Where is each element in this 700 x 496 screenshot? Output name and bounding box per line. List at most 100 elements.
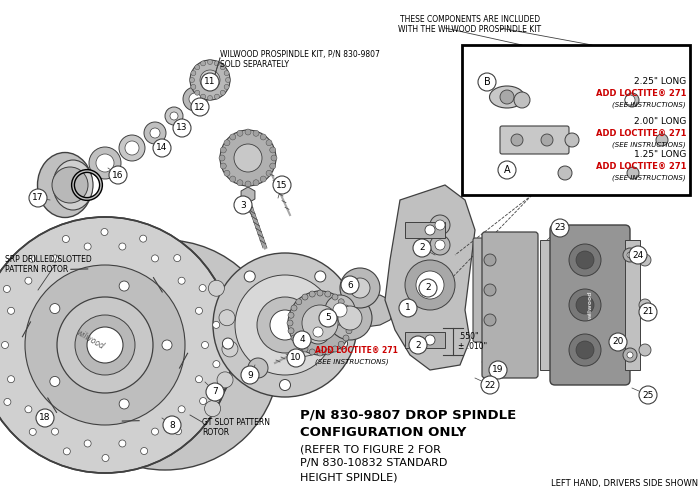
Circle shape (558, 166, 572, 180)
Circle shape (291, 305, 297, 311)
Circle shape (500, 90, 514, 104)
Circle shape (199, 285, 206, 292)
Circle shape (248, 358, 268, 378)
Circle shape (4, 285, 10, 293)
Text: (SEE INSTRUCTIONS): (SEE INSTRUCTIONS) (315, 359, 388, 365)
Text: A: A (504, 165, 510, 175)
Circle shape (4, 398, 11, 405)
Text: 21: 21 (643, 308, 654, 316)
Circle shape (291, 335, 297, 341)
Circle shape (319, 309, 337, 327)
Text: 12: 12 (195, 103, 206, 112)
Bar (540, 240, 555, 370)
Circle shape (50, 376, 60, 386)
Text: 2: 2 (419, 244, 425, 252)
Circle shape (151, 255, 158, 262)
Circle shape (52, 255, 59, 262)
Text: 15: 15 (276, 181, 288, 189)
Circle shape (551, 219, 569, 237)
Circle shape (511, 134, 523, 146)
Circle shape (8, 308, 15, 314)
Circle shape (270, 147, 276, 153)
Circle shape (151, 428, 158, 435)
Circle shape (489, 361, 507, 379)
Text: 2: 2 (425, 284, 430, 293)
Text: 22: 22 (484, 380, 496, 389)
Circle shape (178, 277, 185, 284)
Circle shape (119, 281, 130, 291)
Circle shape (150, 128, 160, 138)
Ellipse shape (489, 86, 524, 108)
Circle shape (296, 299, 302, 305)
Circle shape (625, 95, 635, 105)
Circle shape (253, 180, 259, 186)
Circle shape (224, 70, 229, 75)
Bar (405, 332, 445, 348)
Circle shape (627, 352, 633, 358)
Circle shape (325, 291, 331, 297)
Text: 2: 2 (415, 340, 421, 350)
Text: ADD LOCTITE® 271: ADD LOCTITE® 271 (315, 346, 398, 355)
Text: 24: 24 (632, 250, 643, 259)
Text: 3: 3 (240, 200, 246, 209)
Circle shape (623, 348, 637, 362)
Text: P/N 830-9807 DROP SPINDLE: P/N 830-9807 DROP SPINDLE (300, 408, 517, 421)
Text: 25: 25 (643, 390, 654, 399)
FancyBboxPatch shape (550, 225, 630, 385)
Circle shape (195, 308, 202, 314)
Circle shape (222, 341, 238, 357)
Circle shape (219, 155, 225, 161)
Circle shape (293, 331, 311, 349)
Text: 16: 16 (112, 171, 124, 180)
Circle shape (270, 163, 276, 169)
Circle shape (317, 350, 323, 356)
Circle shape (627, 167, 639, 179)
Circle shape (52, 167, 88, 203)
Circle shape (183, 87, 207, 111)
Circle shape (213, 361, 220, 368)
Circle shape (332, 346, 338, 352)
Circle shape (309, 349, 315, 355)
Circle shape (484, 314, 496, 326)
Circle shape (201, 61, 206, 66)
Text: 10: 10 (290, 354, 302, 363)
Circle shape (214, 94, 219, 99)
Circle shape (287, 320, 293, 326)
Circle shape (119, 135, 145, 161)
Text: wilwood: wilwood (74, 328, 106, 352)
Circle shape (89, 147, 121, 179)
Circle shape (405, 260, 455, 310)
Text: WILWOOD PROSPINDLE KIT, P/N 830-9807
SOLD SEPARATELY: WILWOOD PROSPINDLE KIT, P/N 830-9807 SOL… (220, 50, 380, 69)
Circle shape (478, 73, 496, 91)
Circle shape (234, 196, 252, 214)
Circle shape (260, 134, 266, 140)
Ellipse shape (38, 152, 92, 218)
Text: 23: 23 (554, 224, 566, 233)
Circle shape (29, 189, 47, 207)
Circle shape (25, 277, 32, 284)
Circle shape (328, 296, 372, 340)
Circle shape (190, 60, 230, 100)
Text: SRP DRILLED/SLOTTED
PATTERN ROTOR: SRP DRILLED/SLOTTED PATTERN ROTOR (5, 255, 92, 274)
Circle shape (346, 312, 352, 318)
Circle shape (84, 440, 91, 447)
Circle shape (8, 375, 15, 383)
Text: 7: 7 (212, 387, 218, 396)
Circle shape (576, 341, 594, 359)
Circle shape (629, 246, 647, 264)
Circle shape (287, 349, 305, 367)
Circle shape (270, 310, 300, 340)
Circle shape (273, 176, 291, 194)
Circle shape (189, 93, 201, 105)
Circle shape (224, 84, 229, 89)
Circle shape (514, 92, 530, 108)
Circle shape (332, 294, 338, 300)
Circle shape (230, 134, 236, 140)
Circle shape (288, 312, 294, 318)
Circle shape (639, 386, 657, 404)
Circle shape (199, 398, 206, 405)
Text: CONFIGURATION ONLY: CONFIGURATION ONLY (300, 426, 466, 439)
Text: 5: 5 (325, 313, 331, 322)
Circle shape (140, 235, 147, 242)
Circle shape (347, 320, 353, 326)
